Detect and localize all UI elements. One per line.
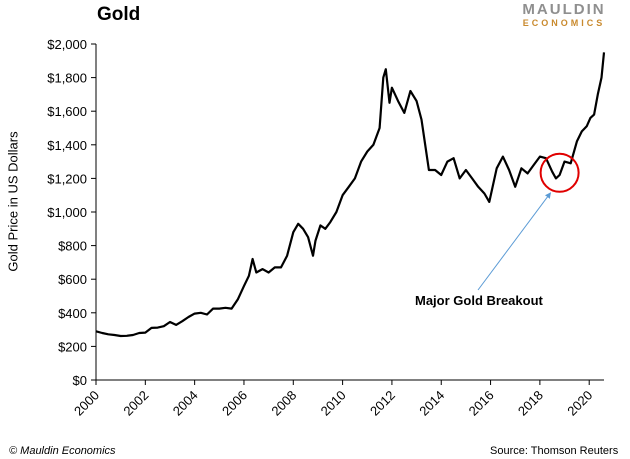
x-tick-label: 2010 (318, 388, 349, 419)
y-tick-label: $1,000 (47, 205, 87, 220)
y-tick-label: $200 (58, 339, 87, 354)
y-tick-label: $1,600 (47, 104, 87, 119)
gold-price-line (95, 52, 606, 338)
y-tick-label: $1,200 (47, 171, 87, 186)
breakout-arrow (477, 192, 552, 291)
logo-main-text: MAULDIN (522, 1, 606, 18)
x-tick-label: 2018 (515, 388, 546, 419)
x-tick-label: 2008 (268, 388, 299, 419)
copyright-text: © Mauldin Economics (9, 445, 116, 457)
logo-sub-text: ECONOMICS (522, 18, 606, 28)
x-tick-label: 2006 (219, 388, 250, 419)
breakout-highlight-circle (539, 152, 580, 193)
source-text: Source: Thomson Reuters (490, 445, 619, 457)
x-tick-label: 2020 (564, 388, 595, 419)
y-tick-label: $0 (73, 373, 87, 388)
x-tick-label: 2004 (170, 388, 201, 419)
x-tick-label: 2000 (71, 388, 102, 419)
y-tick-label: $800 (58, 239, 87, 254)
y-tick-label: $400 (58, 306, 87, 321)
breakout-annotation-label: Major Gold Breakout (415, 293, 544, 308)
x-tick-label: 2012 (367, 388, 398, 419)
x-tick-label: 2002 (120, 388, 151, 419)
y-tick-label: $2,000 (47, 37, 87, 52)
y-tick-label: $600 (58, 272, 87, 287)
mauldin-economics-logo: MAULDIN ECONOMICS (505, 1, 623, 29)
y-tick-label: $1,800 (47, 71, 87, 86)
x-tick-label: 2016 (466, 388, 497, 419)
y-tick-label: $1,400 (47, 138, 87, 153)
chart-title: Gold (97, 4, 141, 25)
x-tick-label: 2014 (416, 388, 447, 419)
